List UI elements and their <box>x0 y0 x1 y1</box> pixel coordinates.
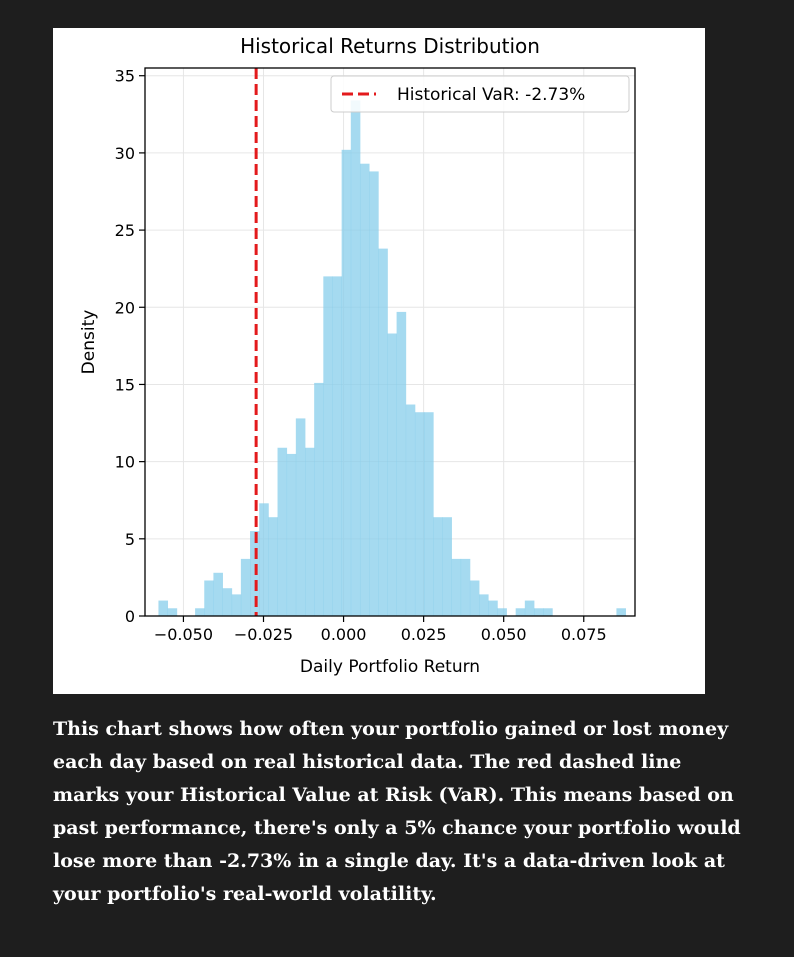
histogram-bar <box>469 580 480 616</box>
histogram-bar <box>341 149 352 616</box>
histogram-bar <box>543 608 553 616</box>
histogram-bar <box>167 608 178 616</box>
y-tick-label: 30 <box>115 144 135 163</box>
histogram-bar <box>451 558 462 616</box>
x-axis-ticks: −0.050 −0.025 0.000 0.025 0.050 0.075 <box>154 616 607 644</box>
x-tick-label: 0.025 <box>401 625 447 644</box>
y-tick-label: 15 <box>115 375 135 394</box>
y-axis-label: Density <box>79 310 99 375</box>
histogram-bar <box>515 608 526 616</box>
histogram-bar <box>442 517 452 616</box>
y-tick-label: 35 <box>115 67 135 86</box>
histogram-bar <box>277 447 288 616</box>
x-tick-label: 0.075 <box>561 625 607 644</box>
histogram-bar <box>387 333 397 616</box>
y-tick-label: 10 <box>115 453 135 472</box>
y-axis-ticks: 0 5 10 15 20 25 30 35 <box>115 67 145 626</box>
histogram-bar <box>396 311 407 616</box>
histogram-bar <box>240 558 251 616</box>
plot-frame <box>144 67 636 617</box>
histogram-bar <box>369 171 379 616</box>
histogram-bars <box>158 100 626 617</box>
x-tick-label: −0.050 <box>154 625 213 644</box>
histogram-bar <box>350 100 361 617</box>
histogram-bar <box>314 382 324 616</box>
histogram-bar <box>533 608 544 616</box>
chart-legend: Historical VaR: -2.73% <box>330 75 630 113</box>
histogram-bar <box>268 517 278 616</box>
histogram-bar <box>414 412 425 616</box>
histogram-bar <box>433 517 443 616</box>
chart-description: This chart shows how often your portfoli… <box>53 713 743 911</box>
histogram-bar <box>222 588 233 616</box>
histogram-bar <box>497 608 507 616</box>
x-axis-label: Daily Portfolio Return <box>300 657 480 677</box>
histogram-bar <box>195 608 205 616</box>
legend-box <box>330 75 630 113</box>
histogram-bar <box>259 503 269 616</box>
histogram-bar <box>213 572 223 616</box>
histogram-bar <box>295 418 306 616</box>
histogram-bar <box>405 404 416 616</box>
histogram-bar <box>231 594 242 616</box>
x-tick-label: 0.000 <box>321 625 367 644</box>
histogram-bar <box>460 558 471 616</box>
histogram-bar <box>479 594 489 616</box>
legend-var-label: Historical VaR: -2.73% <box>397 85 585 105</box>
histogram-bar <box>305 447 315 616</box>
histogram-bar <box>332 276 343 616</box>
y-tick-label: 20 <box>115 298 135 317</box>
y-tick-label: 0 <box>125 607 135 626</box>
caption-text: This chart shows how often your portfoli… <box>53 718 741 905</box>
histogram-bar <box>424 412 434 616</box>
histogram-bar <box>158 600 169 616</box>
histogram-bar <box>488 600 498 616</box>
returns-histogram-chart: Historical Returns Distribution 0 5 10 15 20… <box>79 34 636 677</box>
histogram-bar <box>524 600 535 616</box>
y-tick-label: 5 <box>125 530 135 549</box>
chart-figure: Historical Returns Distribution 0 5 10 15 20… <box>53 28 705 694</box>
histogram-bar <box>616 608 626 616</box>
histogram-bar <box>323 276 333 616</box>
chart-title: Historical Returns Distribution <box>240 34 540 58</box>
x-tick-label: 0.050 <box>481 625 527 644</box>
histogram-bar <box>359 163 370 617</box>
histogram-bar <box>378 248 388 616</box>
y-tick-label: 25 <box>115 221 135 240</box>
x-tick-label: −0.025 <box>234 625 293 644</box>
histogram-bar <box>286 453 297 616</box>
histogram-bar <box>204 580 214 616</box>
